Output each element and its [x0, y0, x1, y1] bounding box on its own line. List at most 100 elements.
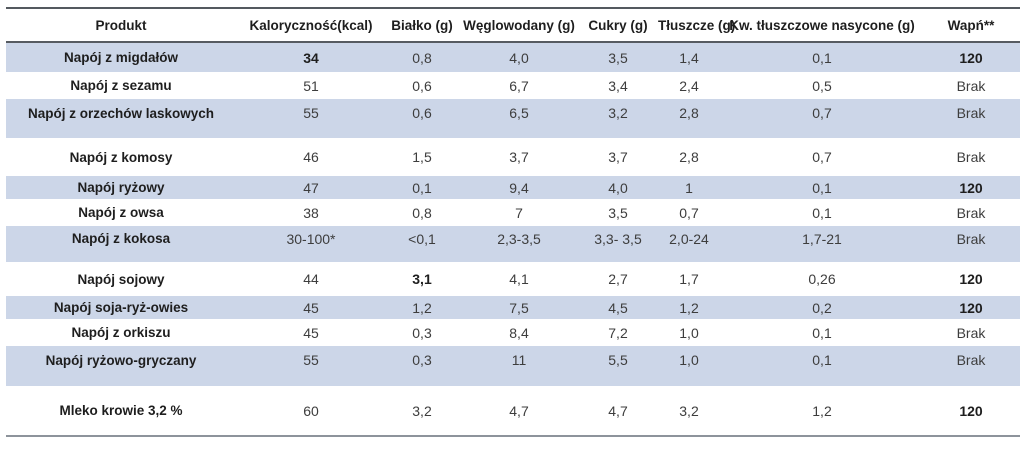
- value-cell: 5,5: [580, 346, 656, 386]
- value-cell: Brak: [956, 149, 986, 165]
- value-cell: 7: [515, 204, 523, 221]
- value-cell: 1,2: [812, 402, 832, 419]
- value-cell: 46: [303, 149, 319, 165]
- value-cell: 3,2: [412, 402, 432, 419]
- value-cell: 3,5: [580, 42, 656, 72]
- product-cell: Napój sojowy: [77, 271, 165, 287]
- value-cell: 0,3: [412, 324, 432, 341]
- value-cell: 1: [656, 176, 722, 199]
- value-cell: 0,1: [812, 204, 832, 221]
- value-cell: 9,4: [458, 176, 580, 199]
- value-cell: 0,2: [722, 296, 922, 319]
- value-cell: 3,7: [509, 149, 529, 165]
- table-row: Napój z owsa 38 0,8 7 3,5 0,7 0,1 Brak: [6, 199, 1020, 226]
- column-header-cukry: Cukry (g): [580, 8, 656, 42]
- value-cell: 7,2: [608, 324, 628, 341]
- value-cell: 0,7: [812, 149, 832, 165]
- value-cell: <0,1: [386, 226, 458, 262]
- product-cell: Napój z orkiszu: [71, 325, 171, 340]
- value-cell: Brak: [956, 324, 986, 341]
- value-cell: 1,7-21: [722, 226, 922, 262]
- value-cell: 0,3: [386, 346, 458, 386]
- value-cell: 0,26: [808, 271, 836, 287]
- value-cell: 120: [922, 42, 1020, 72]
- column-header-produkt: Produkt: [6, 8, 236, 42]
- value-cell: 4,0: [458, 42, 580, 72]
- value-cell: 4,7: [608, 402, 628, 419]
- value-cell: 4,7: [509, 402, 529, 419]
- value-cell: 3,4: [608, 77, 628, 94]
- value-cell: Brak: [922, 99, 1020, 138]
- value-cell: 0,1: [722, 346, 922, 386]
- value-cell: Brak: [956, 204, 986, 221]
- product-cell: Napój z kokosa: [6, 226, 236, 262]
- product-cell: Napój ryżowo-gryczany: [6, 346, 236, 386]
- nutrition-table: Produkt Kaloryczność(kcal) Białko (g) Wę…: [6, 7, 1020, 437]
- value-cell: 2,7: [608, 271, 628, 287]
- table-row: Napój sojowy 44 3,1 4,1 2,7 1,7 0,26 120: [6, 262, 1020, 296]
- column-header-bialko: Białko (g): [386, 8, 458, 42]
- column-header-tluszcze: Tłuszcze (g): [656, 8, 735, 42]
- value-cell: 4,1: [509, 271, 529, 287]
- value-cell: 1,4: [656, 42, 722, 72]
- value-cell: 3,3- 3,5: [580, 226, 656, 262]
- table-row: Napój z orkiszu 45 0,3 8,4 7,2 1,0 0,1 Brak: [6, 319, 1020, 346]
- value-cell: 0,7: [722, 99, 922, 138]
- table-row: Napój ryżowy 47 0,1 9,4 4,0 1 0,1 120: [6, 176, 1020, 199]
- value-cell: 44: [303, 271, 319, 287]
- table-body: Napój z migdałów 34 0,8 4,0 3,5 1,4 0,1 120 Napó…: [6, 42, 1020, 436]
- value-cell: 2,3-3,5: [458, 226, 580, 262]
- value-cell: 6,5: [458, 99, 580, 138]
- value-cell: 3,5: [608, 204, 628, 221]
- value-cell: 2,0-24: [656, 226, 722, 262]
- value-cell: 30-100*: [236, 226, 386, 262]
- value-cell: 1,0: [679, 324, 699, 341]
- value-cell: 60: [303, 402, 319, 419]
- value-cell: 1,2: [386, 296, 458, 319]
- column-header-wapn: Wapń**: [922, 8, 1020, 42]
- column-header-kw-tluszczowe: Kw. tłuszczowe nasycone (g): [722, 8, 922, 42]
- value-cell: 4,5: [580, 296, 656, 319]
- value-cell: 38: [303, 204, 319, 221]
- value-cell: 0,6: [386, 99, 458, 138]
- value-cell: 120: [959, 271, 983, 287]
- table-row: Napój z komosy 46 1,5 3,7 3,7 2,8 0,7 Brak: [6, 138, 1020, 176]
- value-cell: 0,5: [812, 77, 832, 94]
- table-row: Mleko krowie 3,2 % 60 3,2 4,7 4,7 3,2 1,2 120: [6, 386, 1020, 436]
- value-cell: 47: [236, 176, 386, 199]
- value-cell: 0,8: [412, 204, 432, 221]
- table-row: Napój z migdałów 34 0,8 4,0 3,5 1,4 0,1 120: [6, 42, 1020, 72]
- value-cell: 3,1: [412, 271, 432, 287]
- column-header-weglowodany: Węglowodany (g): [458, 8, 580, 42]
- value-cell: 120: [922, 296, 1020, 319]
- table-row: Napój soja-ryż-owies 45 1,2 7,5 4,5 1,2 0,2 120: [6, 296, 1020, 319]
- header-row: Produkt Kaloryczność(kcal) Białko (g) Wę…: [6, 8, 1020, 42]
- value-cell: 1,0: [656, 346, 722, 386]
- column-header-kalorycznosc: Kaloryczność(kcal): [236, 8, 386, 42]
- value-cell: Brak: [922, 346, 1020, 386]
- value-cell: 1,2: [656, 296, 722, 319]
- table-row: Napój z orzechów laskowych 55 0,6 6,5 3,2 2,8…: [6, 99, 1020, 138]
- value-cell: 51: [303, 77, 319, 94]
- value-cell: 4,0: [580, 176, 656, 199]
- value-cell: 34: [236, 42, 386, 72]
- table-header: Produkt Kaloryczność(kcal) Białko (g) Wę…: [6, 8, 1020, 42]
- value-cell: 45: [303, 324, 319, 341]
- value-cell: 120: [922, 176, 1020, 199]
- value-cell: 7,5: [458, 296, 580, 319]
- value-cell: 8,4: [509, 324, 529, 341]
- value-cell: 3,2: [580, 99, 656, 138]
- value-cell: Brak: [956, 77, 986, 94]
- value-cell: 0,7: [679, 204, 699, 221]
- value-cell: 0,1: [722, 176, 922, 199]
- table-row: Napój ryżowo-gryczany 55 0,3 11 5,5 1,0 0,1 Bra…: [6, 346, 1020, 386]
- value-cell: 45: [236, 296, 386, 319]
- product-cell: Napój soja-ryż-owies: [6, 296, 236, 319]
- value-cell: 11: [458, 346, 580, 386]
- value-cell: 120: [959, 402, 983, 419]
- value-cell: 55: [236, 99, 386, 138]
- product-cell: Napój z sezamu: [70, 78, 172, 93]
- value-cell: 2,8: [679, 149, 699, 165]
- value-cell: 0,1: [386, 176, 458, 199]
- table-row: Napój z kokosa 30-100* <0,1 2,3-3,5 3,3- 3,5…: [6, 226, 1020, 262]
